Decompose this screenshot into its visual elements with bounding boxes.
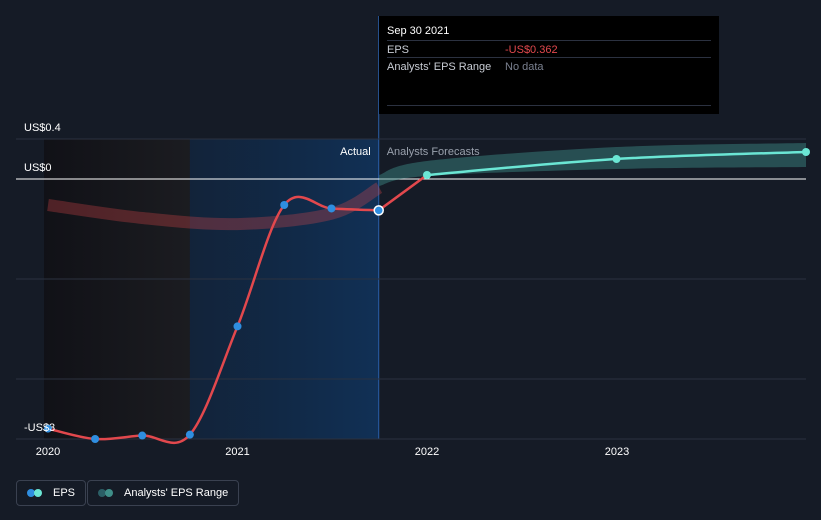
tooltip-row-eps: EPS -US$0.362 xyxy=(387,40,711,58)
eps-point xyxy=(233,322,242,331)
forecast-label: Analysts Forecasts xyxy=(387,146,480,158)
eps-point xyxy=(138,431,147,440)
y-tick-label: -US$3 xyxy=(24,422,55,434)
eps-forecast-point xyxy=(612,155,621,163)
tooltip-row-range: Analysts' EPS Range No data xyxy=(387,57,711,75)
y-tick-label: US$0.4 xyxy=(24,122,61,134)
eps-point xyxy=(91,435,100,443)
legend-item-analysts-range[interactable]: Analysts' EPS Range xyxy=(87,480,240,506)
eps-actual-line xyxy=(47,195,379,445)
tooltip-eps-label: EPS xyxy=(387,44,410,56)
x-tick-label: 2021 xyxy=(225,446,249,458)
tooltip-divider xyxy=(387,105,711,106)
y-tick-label: US$0 xyxy=(24,162,52,174)
legend-item-eps[interactable]: EPS xyxy=(16,480,87,506)
tooltip-eps-value: -US$0.362 xyxy=(505,44,558,56)
chart-tooltip: Sep 30 2021 EPS -US$0.362 Analysts' EPS … xyxy=(379,16,719,114)
past-region xyxy=(44,139,190,439)
eps-point xyxy=(280,201,289,209)
eps-chart: Actual Analysts Forecasts US$0.4 US$0 -US$3 2… xyxy=(16,16,810,458)
tooltip-range-label: Analysts' EPS Range xyxy=(387,61,492,73)
actual-label: Actual xyxy=(340,146,371,158)
eps-forecast-point xyxy=(423,171,431,179)
analysts-eps-range-area xyxy=(379,143,806,186)
eps-legend-icon xyxy=(27,488,45,498)
eps-forecast-point xyxy=(802,148,810,156)
eps-point xyxy=(373,205,384,216)
eps-point xyxy=(44,424,52,433)
x-tick-label: 2023 xyxy=(605,446,629,458)
tooltip-range-value: No data xyxy=(505,61,544,73)
eps-point xyxy=(327,204,336,213)
x-tick-label: 2020 xyxy=(36,446,60,458)
range-legend-icon xyxy=(98,488,116,498)
tooltip-date: Sep 30 2021 xyxy=(387,25,450,37)
x-tick-label: 2022 xyxy=(415,446,439,458)
actual-region xyxy=(189,139,379,439)
legend-label-eps: EPS xyxy=(53,487,76,499)
eps-point xyxy=(185,430,194,439)
legend-label-analysts-range: Analysts' EPS Range xyxy=(124,487,229,499)
